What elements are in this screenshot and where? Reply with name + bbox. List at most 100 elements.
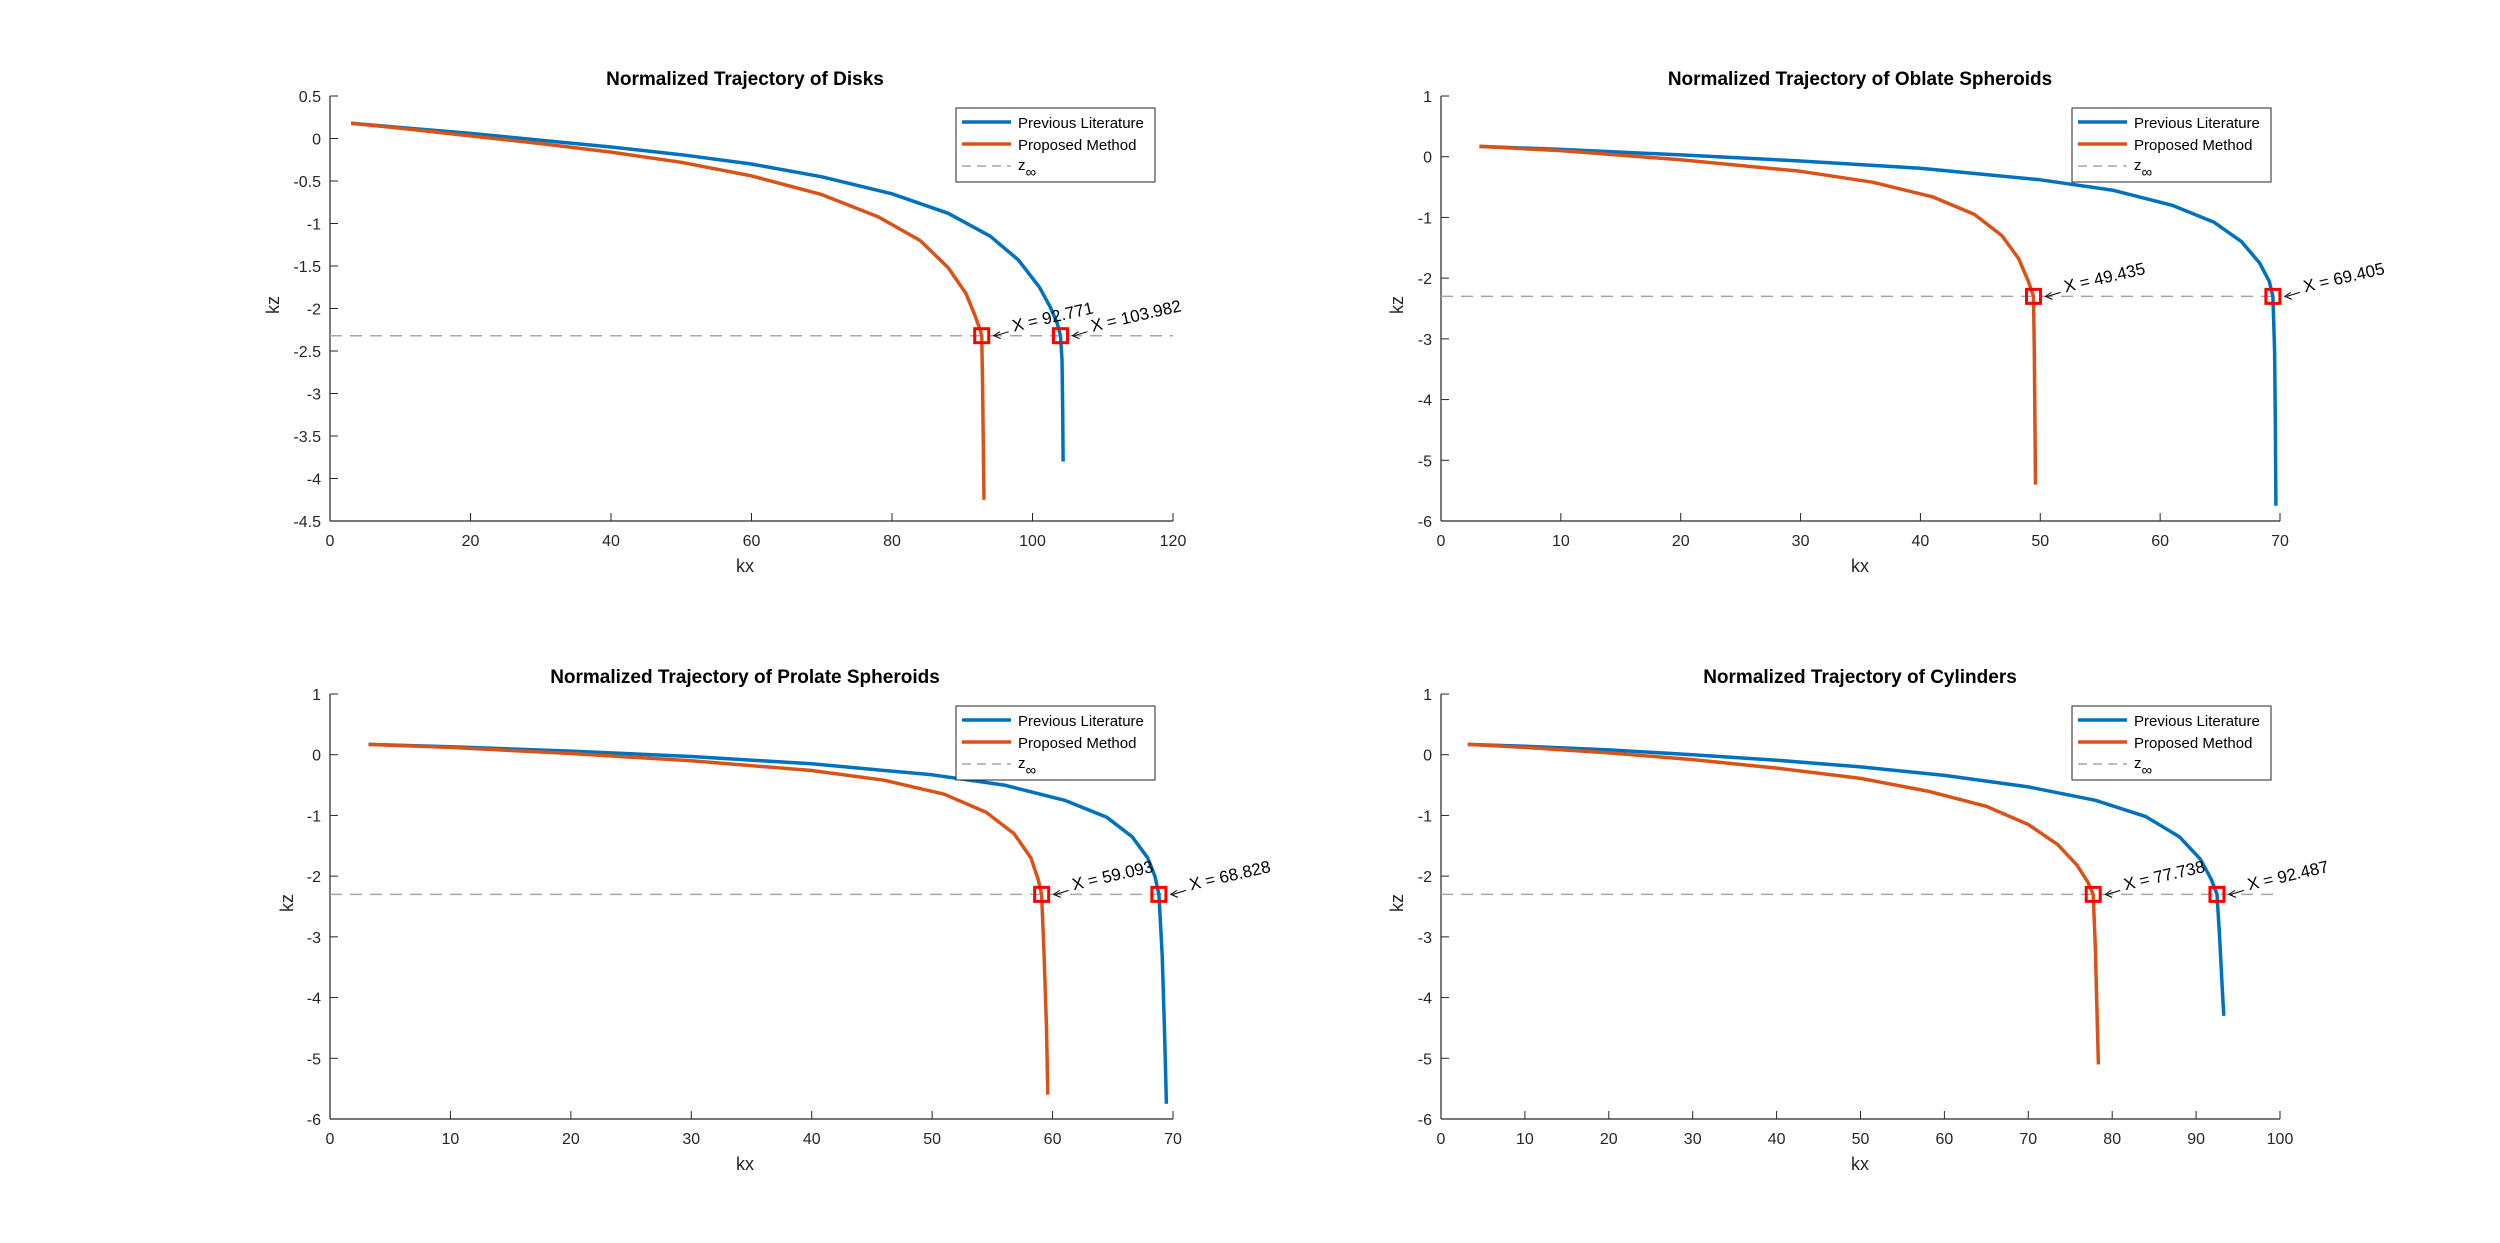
x-tick-label: 10 [442,1131,460,1148]
y-tick-label: -6 [307,1112,321,1129]
y-tick-label: -0.5 [293,174,321,191]
x-tick-label: 80 [883,533,901,550]
crossing-marker [2084,885,2102,903]
y-tick-label: -4 [1418,991,1432,1008]
chart-title: Normalized Trajectory of Cylinders [1703,667,2017,688]
annotation-arrow-head [2283,291,2293,300]
annotation-arrow-head [1071,331,1080,340]
y-tick-label: -1.5 [293,259,321,276]
annotation-arrow-shaft [1074,331,1088,337]
y-tick-label: -5 [307,1051,321,1068]
y-tick-label: -4 [1418,393,1432,410]
crossing-marker [2264,287,2282,305]
y-tick-label: -5 [1418,1051,1432,1068]
y-axis-label: kz [1387,894,1407,912]
legend-prolate: Previous Literature Proposed Method z∞ [955,705,1156,781]
x-tick-label: 70 [2019,1131,2037,1148]
series-line-previous-literature [368,742,1169,1104]
y-tick-label: -3 [307,930,321,947]
annotation-arrow-shaft [2047,291,2061,297]
x-tick-label: 60 [2151,533,2169,550]
y-tick-label: -2 [307,302,321,319]
x-axis-label: kx [736,1154,754,1174]
x-tick-label: 90 [2187,1131,2205,1148]
x-tick-label: 0 [1437,1131,1446,1148]
legend-label-asymptote: z∞ [2134,755,2153,779]
annotation-arrow-head [2044,291,2053,300]
crossing-marker [1033,885,1051,903]
crossing-marker [1150,885,1168,903]
y-tick-label: 0 [1423,748,1432,765]
annotation-arrow-head [2104,889,2113,898]
y-tick-label: -3.5 [293,429,321,446]
y-tick-label: -4 [307,472,321,489]
series-line-previous-literature [350,121,1065,462]
y-tick-label: -6 [1418,1112,1432,1129]
x-axis-label: kx [1851,556,1869,576]
x-tick-label: 70 [1164,1131,1182,1148]
y-tick-label: -3 [1418,930,1432,947]
y-tick-label: -6 [1418,514,1432,531]
y-tick-label: -3 [307,387,321,404]
legend-label-previous: Previous Literature [2134,713,2260,730]
annotation-arrow-shaft [1172,889,1187,895]
x-tick-label: 10 [1516,1131,1534,1148]
y-tick-label: -2.5 [293,344,321,361]
y-tick-label: -4 [307,991,321,1008]
plot-area-disks: 0 20 40 60 80 100 120 0.5 0 -0.5 -1 -1.5 -2 -2.5 -3 -3.… [293,89,1186,550]
x-tick-label: 60 [1044,1131,1062,1148]
subplot-cylinders: Normalized Trajectory of Cylinders 0 10 20… [1387,667,2330,1174]
annotation-arrow-head [2227,889,2237,898]
series-line-proposed-method [1479,144,2038,485]
legend-label-asymptote: z∞ [2134,157,2153,181]
x-tick-label: 0 [326,1131,335,1148]
y-tick-label: -1 [1418,808,1432,825]
x-tick-label: 50 [923,1131,941,1148]
x-tick-label: 40 [1912,533,1930,550]
legend-label-previous: Previous Literature [1018,713,1144,730]
x-tick-label: 40 [1768,1131,1786,1148]
y-tick-label: 1 [1423,89,1432,106]
y-tick-label: 0 [1423,150,1432,167]
subplot-oblate-spheroids: Normalized Trajectory of Oblate Spheroid… [1387,69,2386,576]
y-tick-label: 1 [312,687,321,704]
legend-label-proposed: Proposed Method [1018,137,1136,154]
x-tick-label: 40 [803,1131,821,1148]
y-tick-label: -5 [1418,453,1432,470]
x-tick-label: 30 [1792,533,1810,550]
y-tick-label: -3 [1418,332,1432,349]
x-tick-label: 100 [1019,533,1046,550]
series-line-proposed-method [368,742,1050,1095]
series-line-proposed-method [1467,742,2101,1065]
annotation-arrow-head [992,331,1001,340]
x-tick-label: 30 [1684,1131,1702,1148]
x-tick-label: 60 [743,533,761,550]
y-tick-label: -1 [307,217,321,234]
x-axis-label: kx [1851,1154,1869,1174]
x-tick-label: 20 [562,1131,580,1148]
y-tick-label: -2 [1418,869,1432,886]
x-tick-label: 0 [1437,533,1446,550]
y-axis-label: kz [277,894,297,912]
crossing-marker [2208,885,2226,903]
y-tick-label: 1 [1423,687,1432,704]
crossing-marker [2025,287,2043,305]
y-tick-label: 0 [312,748,321,765]
y-tick-label: -4.5 [293,514,321,531]
subplot-disks: Normalized Trajectory of Disks 0 20 40 60 80… [263,69,1186,576]
y-tick-label: -2 [1418,271,1432,288]
legend-label-previous: Previous Literature [1018,115,1144,132]
x-tick-label: 70 [2271,533,2289,550]
legend-label-previous: Previous Literature [2134,115,2260,132]
legend-cylinders: Previous Literature Proposed Method z∞ [2071,705,2272,781]
x-tick-label: 50 [1852,1131,1870,1148]
y-axis-label: kz [263,296,283,314]
chart-title: Normalized Trajectory of Oblate Spheroid… [1668,69,2052,90]
x-tick-label: 20 [1600,1131,1618,1148]
y-tick-label: 0.5 [299,89,321,106]
x-tick-label: 20 [1672,533,1690,550]
legend-label-proposed: Proposed Method [2134,137,2252,154]
legend-label-asymptote: z∞ [1018,157,1037,181]
